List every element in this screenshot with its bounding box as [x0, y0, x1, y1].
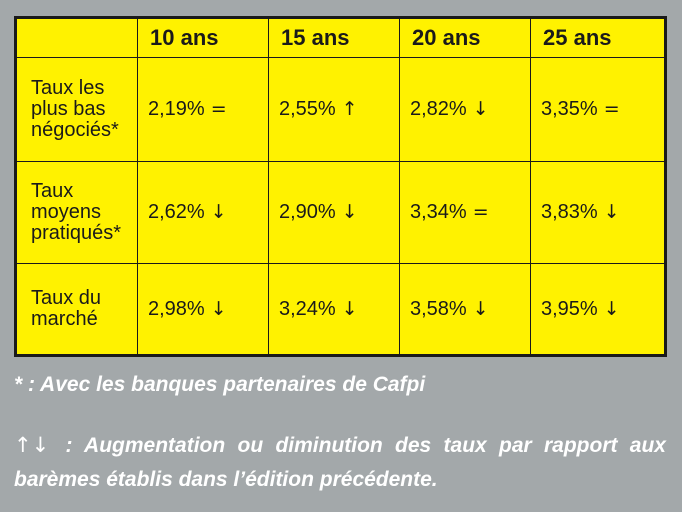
trend-icon: ↓: [603, 201, 620, 223]
rate-cell: 3,83% ↓: [530, 161, 666, 264]
rate-cell: 2,82% ↓: [399, 57, 531, 162]
header-corner: [15, 17, 138, 58]
row-label-moyens: Taux moyens pratiqués*: [15, 161, 138, 264]
trend-icon: ↓: [472, 297, 489, 320]
trend-icon: =: [210, 98, 227, 120]
rate-cell: 3,34% =: [399, 161, 531, 264]
header-20-ans: 20 ans: [399, 17, 531, 58]
row-label-plus-bas: Taux les plus bas négociés*: [15, 57, 138, 162]
trend-icon: =: [603, 98, 620, 120]
rate-value: 2,62%: [148, 201, 205, 223]
rate-cell: 2,90% ↓: [268, 161, 400, 264]
rate-value: 3,35%: [541, 98, 598, 120]
header-row: 10 ans 15 ans 20 ans 25 ans: [15, 17, 666, 58]
rate-cell: 3,35% =: [530, 57, 666, 162]
rate-value: 3,34%: [410, 201, 467, 223]
rate-cell: 3,58% ↓: [399, 263, 531, 356]
footnote-arrows-text: : Augmentation ou diminution des taux pa…: [14, 434, 666, 491]
footnote-arrows: ↑↓ : Augmentation ou diminution des taux…: [14, 428, 666, 497]
rate-value: 3,58%: [410, 297, 467, 320]
footnote-partners: * : Avec les banques partenaires de Cafp…: [14, 373, 426, 396]
rate-cell: 2,55% ↑: [268, 57, 400, 162]
trend-icon: ↓: [210, 297, 227, 320]
rate-cell: 2,19% =: [137, 57, 269, 162]
rate-value: 2,55%: [279, 98, 336, 120]
up-down-arrows-icon: ↑↓: [14, 433, 50, 457]
header-10-ans: 10 ans: [137, 17, 269, 58]
table-row: Taux du marché 2,98% ↓ 3,24% ↓ 3,58% ↓ 3,95…: [15, 263, 666, 356]
trend-icon: ↑: [341, 98, 358, 120]
header-15-ans: 15 ans: [268, 17, 400, 58]
rate-value: 2,98%: [148, 297, 205, 320]
table-row: Taux les plus bas négociés* 2,19% = 2,55%…: [15, 57, 666, 162]
header-25-ans: 25 ans: [530, 17, 666, 58]
rate-value: 2,19%: [148, 98, 205, 120]
rate-cell: 2,98% ↓: [137, 263, 269, 356]
rate-value: 2,90%: [279, 201, 336, 223]
rate-cell: 3,95% ↓: [530, 263, 666, 356]
table-row: Taux moyens pratiqués* 2,62% ↓ 2,90% ↓ 3,3…: [15, 161, 666, 264]
trend-icon: ↓: [472, 98, 489, 120]
row-label-marche: Taux du marché: [15, 263, 138, 356]
trend-icon: ↓: [210, 201, 227, 223]
rate-cell: 3,24% ↓: [268, 263, 400, 356]
rate-value: 3,24%: [279, 297, 336, 320]
trend-icon: ↓: [341, 201, 358, 223]
rates-table: 10 ans 15 ans 20 ans 25 ans Taux les plu…: [14, 16, 667, 357]
rate-value: 2,82%: [410, 98, 467, 120]
trend-icon: ↓: [603, 297, 620, 320]
trend-icon: ↓: [341, 297, 358, 320]
rate-value: 3,95%: [541, 297, 598, 320]
rate-value: 3,83%: [541, 201, 598, 223]
rate-cell: 2,62% ↓: [137, 161, 269, 264]
trend-icon: =: [472, 201, 489, 223]
